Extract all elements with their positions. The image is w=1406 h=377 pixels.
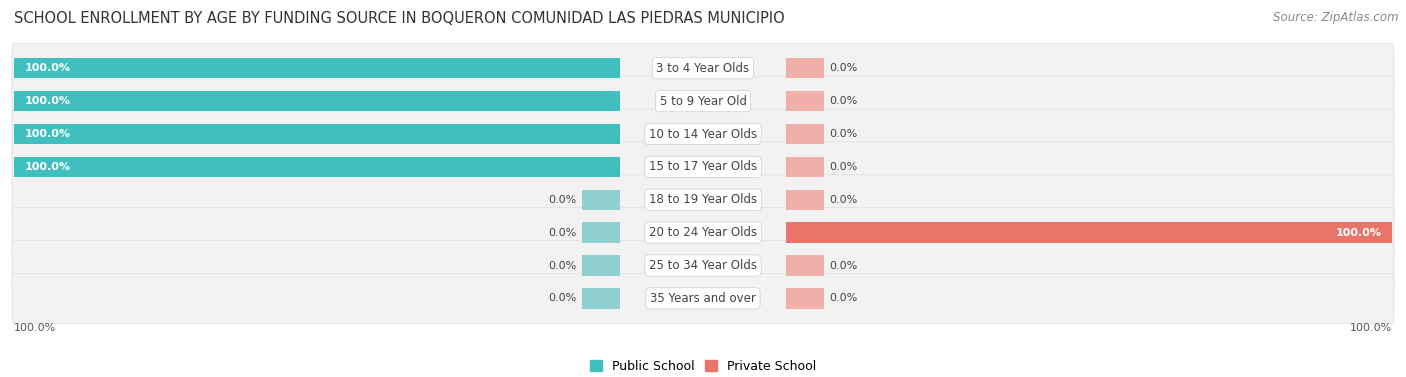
FancyBboxPatch shape [13,76,1393,126]
Bar [582,190,620,210]
Bar [786,157,824,177]
Text: 0.0%: 0.0% [548,261,576,271]
FancyBboxPatch shape [13,109,1393,159]
FancyBboxPatch shape [13,175,1393,225]
FancyBboxPatch shape [13,273,1393,323]
Bar [786,124,824,144]
Legend: Public School, Private School: Public School, Private School [589,360,817,372]
Text: 100.0%: 100.0% [24,63,70,73]
Text: 100.0%: 100.0% [24,129,70,139]
Text: 100.0%: 100.0% [14,323,56,333]
FancyBboxPatch shape [13,241,1393,291]
Bar [14,58,620,78]
Text: 35 Years and over: 35 Years and over [650,292,756,305]
FancyBboxPatch shape [13,142,1393,192]
Text: 5 to 9 Year Old: 5 to 9 Year Old [659,95,747,107]
Bar [14,124,620,144]
Bar [786,222,1392,243]
Bar [786,58,824,78]
Text: 0.0%: 0.0% [830,96,858,106]
Bar [14,91,620,111]
Text: SCHOOL ENROLLMENT BY AGE BY FUNDING SOURCE IN BOQUERON COMUNIDAD LAS PIEDRAS MUN: SCHOOL ENROLLMENT BY AGE BY FUNDING SOUR… [14,11,785,26]
Bar [786,91,824,111]
FancyBboxPatch shape [13,208,1393,257]
Text: 0.0%: 0.0% [548,228,576,238]
Text: 0.0%: 0.0% [830,63,858,73]
Text: 0.0%: 0.0% [830,261,858,271]
Bar [786,190,824,210]
Text: 20 to 24 Year Olds: 20 to 24 Year Olds [650,226,756,239]
Text: 100.0%: 100.0% [24,162,70,172]
Bar [582,288,620,309]
Text: 0.0%: 0.0% [830,293,858,303]
Text: 100.0%: 100.0% [1350,323,1392,333]
Text: 18 to 19 Year Olds: 18 to 19 Year Olds [650,193,756,206]
Bar [582,255,620,276]
Bar [786,288,824,309]
Bar [786,255,824,276]
Text: 15 to 17 Year Olds: 15 to 17 Year Olds [650,160,756,173]
Text: Source: ZipAtlas.com: Source: ZipAtlas.com [1274,11,1399,24]
Text: 0.0%: 0.0% [830,162,858,172]
Text: 100.0%: 100.0% [1336,228,1382,238]
Bar [582,222,620,243]
FancyBboxPatch shape [13,43,1393,93]
Text: 100.0%: 100.0% [24,96,70,106]
Text: 0.0%: 0.0% [548,293,576,303]
Text: 0.0%: 0.0% [548,195,576,205]
Text: 0.0%: 0.0% [830,195,858,205]
Text: 10 to 14 Year Olds: 10 to 14 Year Olds [650,127,756,141]
Text: 3 to 4 Year Olds: 3 to 4 Year Olds [657,62,749,75]
Bar [14,157,620,177]
Text: 0.0%: 0.0% [830,129,858,139]
Text: 25 to 34 Year Olds: 25 to 34 Year Olds [650,259,756,272]
